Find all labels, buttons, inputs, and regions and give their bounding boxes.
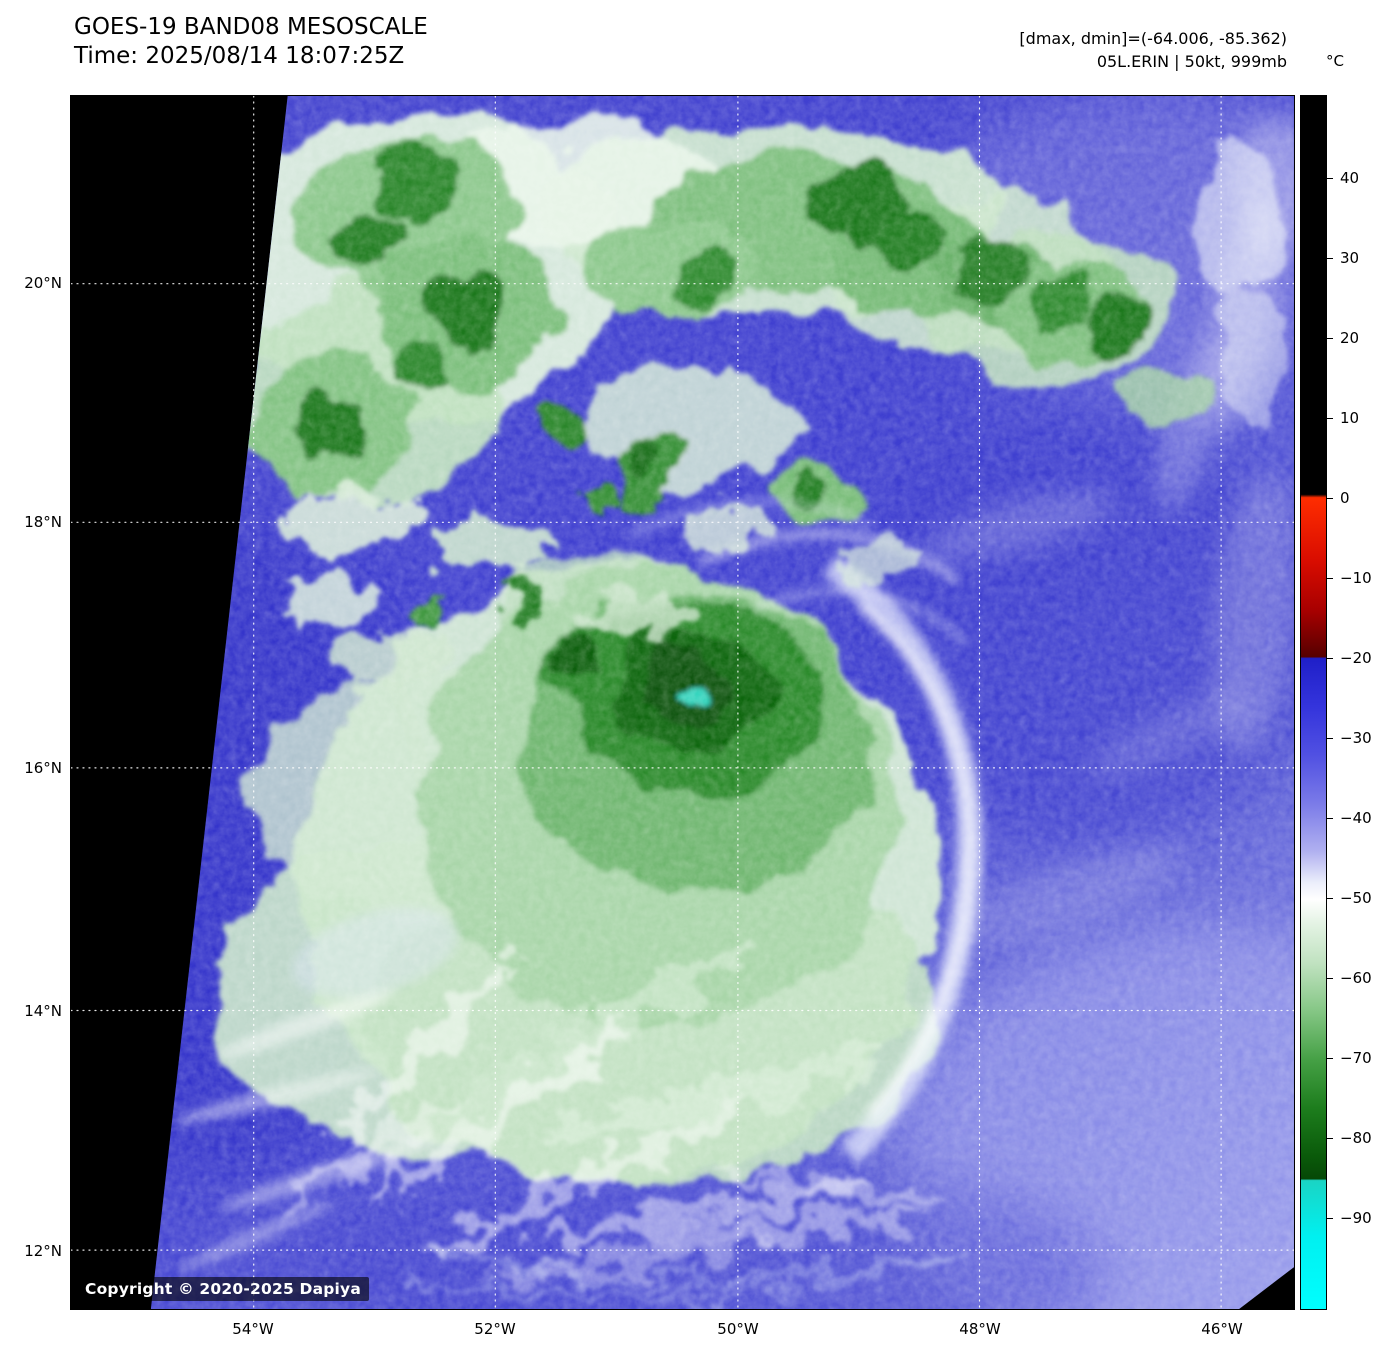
copyright-label: Copyright © 2020-2025 Dapiya [77,1277,370,1301]
lat-tick-label: 18°N [24,513,62,531]
grain-overlay [150,96,1294,1309]
figure-title: GOES-19 BAND08 MESOSCALE [74,14,428,40]
lat-tick-label: 16°N [24,759,62,777]
colorbar-tick-label: −80 [1327,1127,1372,1149]
dmax-dmin-readout: [dmax, dmin]=(-64.006, -85.362) [1019,29,1287,48]
colorbar-gradient [1300,95,1327,1310]
colorbar-tick-label: 40 [1326,167,1359,189]
lat-tick-label: 12°N [24,1242,62,1260]
colorbar-tick-label: 0 [1327,487,1350,509]
colorbar-tick-label: −50 [1327,887,1372,909]
colorbar-tick-label: 20 [1326,327,1359,349]
colorbar-tick-label: 10 [1326,407,1359,429]
colorbar-tick-label: 30 [1326,247,1359,269]
satellite-image [71,96,1294,1309]
lon-tick-label: 52°W [474,1320,516,1338]
lon-tick-label: 50°W [717,1320,759,1338]
title-block: GOES-19 BAND08 MESOSCALE Time: 2025/08/1… [74,13,428,71]
colorbar-tick-label: −60 [1327,967,1372,989]
lon-tick-label: 46°W [1201,1320,1243,1338]
scan-data-region [150,96,1294,1309]
figure-time: Time: 2025/08/14 18:07:25Z [74,43,405,69]
lat-tick-label: 20°N [24,274,62,292]
colorbar-tick-label: −70 [1327,1047,1372,1069]
map-plot: Copyright © 2020-2025 Dapiya [70,95,1295,1310]
colorbar-tick-label: −90 [1327,1207,1372,1229]
colorbar-tick-label: −20 [1327,647,1372,669]
header-right: [dmax, dmin]=(-64.006, -85.362) 05L.ERIN… [1019,27,1287,73]
storm-info: 05L.ERIN | 50kt, 999mb [1096,52,1287,71]
colorbar-tick-label: −30 [1327,727,1372,749]
lon-tick-label: 54°W [232,1320,274,1338]
gridlines [71,96,1294,1309]
colorbar-tick-label: −10 [1327,567,1372,589]
colorbar-unit-label: °C [1326,52,1344,70]
lat-tick-label: 14°N [24,1002,62,1020]
lon-tick-label: 48°W [959,1320,1001,1338]
colorbar-tick-label: −40 [1327,807,1372,829]
